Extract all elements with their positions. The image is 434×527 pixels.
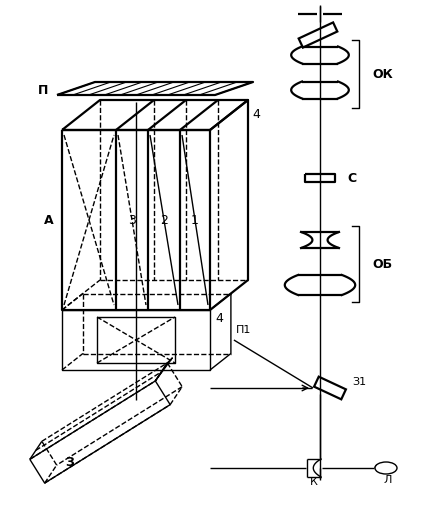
Text: 2: 2 xyxy=(160,213,168,227)
Text: Л: Л xyxy=(384,475,392,485)
Text: 3: 3 xyxy=(128,213,136,227)
Text: 1: 1 xyxy=(191,213,199,227)
Text: ОБ: ОБ xyxy=(372,258,392,270)
Text: ОК: ОК xyxy=(372,67,393,81)
Polygon shape xyxy=(314,377,346,399)
Text: 4: 4 xyxy=(252,109,260,122)
Text: З: З xyxy=(66,455,75,469)
Text: С: С xyxy=(347,171,356,184)
Text: К: К xyxy=(310,477,318,487)
Text: А: А xyxy=(44,213,54,227)
Polygon shape xyxy=(299,23,337,47)
Text: З1: З1 xyxy=(352,377,366,387)
Ellipse shape xyxy=(375,462,397,474)
Text: П1: П1 xyxy=(236,325,251,335)
Text: П: П xyxy=(38,83,48,96)
Text: 4: 4 xyxy=(215,311,223,325)
